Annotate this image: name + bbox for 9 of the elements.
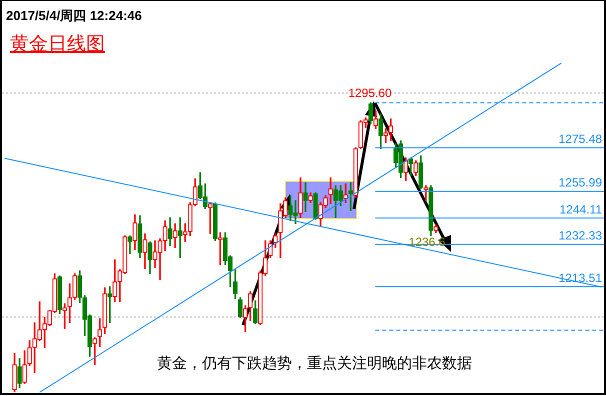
ref-line-label: 1232.33 [558,228,602,243]
text: 黄金日线图 [10,32,105,57]
annotation: 1295.60 [348,86,392,100]
ref-line-label: 1244.11 [560,202,602,216]
ref-line-label: 1255.99 [558,176,602,190]
annotation: 黄金，仍有下跌趋势，重点关注明晚的非农数据 [157,354,472,372]
text: 2017/5/4/周四 12:24:46 [6,7,142,25]
ref-line-label: 1213.51 [558,270,602,285]
ref-line-label: 1275.48 [558,132,602,146]
